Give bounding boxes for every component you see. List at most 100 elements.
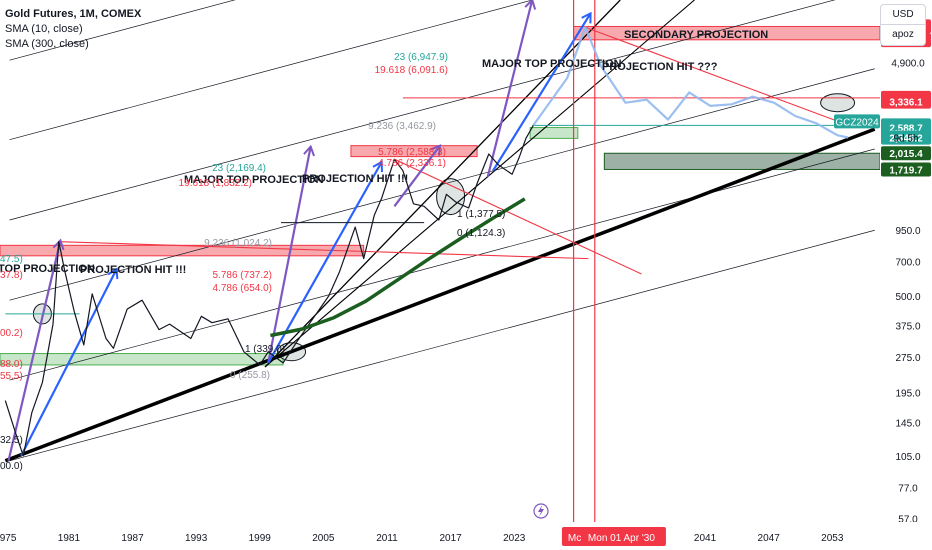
- fib-label-4: 4.786 (654.0): [213, 283, 273, 294]
- chart-title: Gold Futures, 1M, COMEX: [5, 8, 142, 20]
- chart-legend: Gold Futures, 1M, COMEX SMA (10, close) …: [5, 7, 141, 52]
- projection-arrow-blue: [20, 268, 118, 457]
- fib-label-23: 23 (2,169.4): [212, 163, 266, 174]
- fib-label-9: 9.236 (3,462.9): [368, 121, 436, 132]
- time-axis[interactable]: 1975198119871993199920052011201720232035…: [0, 522, 932, 550]
- major-top-projection-label: MAJOR TOP PROJECTION: [184, 174, 324, 186]
- projection-arrow-purple: [7, 240, 62, 462]
- channel-line: [9, 0, 836, 221]
- price-tick-label: 105.0: [895, 452, 920, 463]
- price-tick-label: 950.0: [895, 226, 920, 237]
- secondary-projection-label: SECONDARY PROJECTION: [624, 29, 768, 41]
- left-level-label: 88.0): [0, 359, 23, 370]
- fib-label-0: 0 (1,124.3): [457, 228, 505, 239]
- projection-arrow-purple-head: [430, 144, 442, 156]
- projection-arrow-purple-head: [303, 144, 316, 157]
- highlight-ellipse: [820, 93, 856, 113]
- date-cursor-badge: [561, 527, 666, 546]
- top-projection-label: TOP PROJECTION: [0, 263, 95, 275]
- series-layer: [4, 26, 849, 457]
- time-tick-label: 1975: [0, 533, 17, 544]
- time-tick-label: 1987: [121, 533, 144, 544]
- date-cursor-prefix: Mc: [568, 533, 581, 544]
- projection-arrow-purple: [267, 146, 312, 364]
- price-tick-label: 700.0: [895, 258, 920, 269]
- indicator-sma-300[interactable]: SMA (300, close): [5, 38, 89, 50]
- price-label-badge: [881, 94, 931, 109]
- time-tick-label: 2023: [503, 533, 526, 544]
- indicator-sma-10[interactable]: SMA (10, close): [5, 23, 83, 35]
- sma-300-line: [270, 197, 526, 338]
- scale-mode-label[interactable]: apoz: [892, 29, 914, 40]
- price-tick-label: 375.0: [895, 321, 920, 332]
- resistance-trendline: [58, 241, 589, 260]
- projection-hit-label: PROJECTION HIT !!!: [302, 173, 408, 185]
- left-level-label: 00.2): [0, 328, 23, 339]
- projection-hit-label: PROJECTION HIT ???: [602, 61, 718, 73]
- price-label-badge: [881, 130, 931, 145]
- price-label-text: 2,346.2: [889, 134, 923, 145]
- fib-label-5: 5.786 (2,588.3): [378, 147, 446, 158]
- price-scale-settings[interactable]: USD apoz: [880, 4, 926, 46]
- projected-path-line: [532, 26, 849, 139]
- price-series-line: [4, 125, 534, 457]
- price-tick-label: 4,900.0: [891, 58, 925, 69]
- major-top-projection-label: MAJOR TOP PROJECTION: [482, 58, 622, 70]
- fib-label-23: 23 (6,947.9): [394, 52, 448, 63]
- left-level-label: 47.5): [0, 254, 23, 265]
- projection-arrow-purple-head: [52, 238, 65, 251]
- main-support-trendline: [4, 127, 876, 463]
- price-label-badge: [881, 146, 931, 161]
- left-level-label: 00.0): [0, 461, 23, 472]
- bar-countdown: 9d 5h: [893, 133, 918, 144]
- price-label-badge: [881, 162, 931, 177]
- lightning-icon-glyph: [538, 505, 544, 517]
- fib-label-4: 4.786 (2,336.1): [378, 158, 446, 169]
- time-tick-label: 2011: [376, 533, 398, 544]
- gray-zone: [603, 152, 880, 170]
- price-tick-label: 145.0: [895, 419, 920, 430]
- price-label-text: 2,015.4: [889, 149, 923, 160]
- projection-arrow-blue-head: [107, 267, 119, 280]
- currency-label[interactable]: USD: [881, 5, 925, 25]
- projection-hit-label: PROJECTION HIT !!!: [80, 264, 186, 276]
- time-tick-label: 1981: [58, 533, 81, 544]
- zones-layer: [0, 25, 880, 366]
- projection-arrow-purple-head: [524, 0, 537, 10]
- fib-label-19: 19.618 (6,091.6): [375, 65, 448, 76]
- time-tick-label: 2017: [439, 533, 462, 544]
- price-tick-label: 77.0: [898, 484, 918, 495]
- price-tick-label: 57.0: [898, 514, 918, 525]
- annotations-layer: SECONDARY PROJECTION MAJOR TOP PROJECTION…: [0, 29, 880, 519]
- projection-arrow-blue-head: [581, 11, 592, 24]
- price-label-text: 1,719.7: [889, 165, 923, 176]
- fib-label-5: 5.786 (737.2): [213, 270, 273, 281]
- projection-arrow-blue-head: [372, 160, 383, 173]
- fib-label-19: 19.618 (1,832.2): [179, 178, 252, 189]
- fib-label-0: 0 (255.8): [230, 370, 270, 381]
- steep-trendline: [264, 0, 695, 368]
- time-tick-label: 2053: [821, 533, 844, 544]
- price-label-text: 2,588.7: [889, 124, 923, 135]
- price-label-text: 3,336.1: [889, 98, 923, 109]
- left-level-label: 32.5): [0, 435, 23, 446]
- time-tick-label: 1999: [249, 533, 272, 544]
- projection-arrow-purple: [486, 0, 534, 178]
- date-cursor-label: Mon 01 Apr '30: [588, 533, 655, 544]
- price-axis[interactable]: 57.0 77.0 105.0 145.0 195.0 275.0 375.0 500.0 70…: [880, 0, 932, 525]
- resistance-trendline: [585, 26, 854, 128]
- trendlines-layer: [4, 0, 880, 522]
- green-zone: [529, 127, 579, 139]
- symbol-badge[interactable]: [834, 114, 880, 129]
- price-tick-label: 195.0: [895, 388, 920, 399]
- symbol-badge-text[interactable]: GCZ2024: [835, 117, 879, 128]
- plot-area: SECONDARY PROJECTION MAJOR TOP PROJECTION…: [0, 0, 880, 522]
- projection-arrow-blue: [267, 161, 383, 364]
- fib-label-9: 9.236 (1,024.2): [204, 238, 272, 249]
- channel-line: [9, 148, 875, 381]
- channel-line: [9, 0, 534, 141]
- price-tick-label: 500.0: [895, 292, 920, 303]
- channel-line: [9, 229, 875, 462]
